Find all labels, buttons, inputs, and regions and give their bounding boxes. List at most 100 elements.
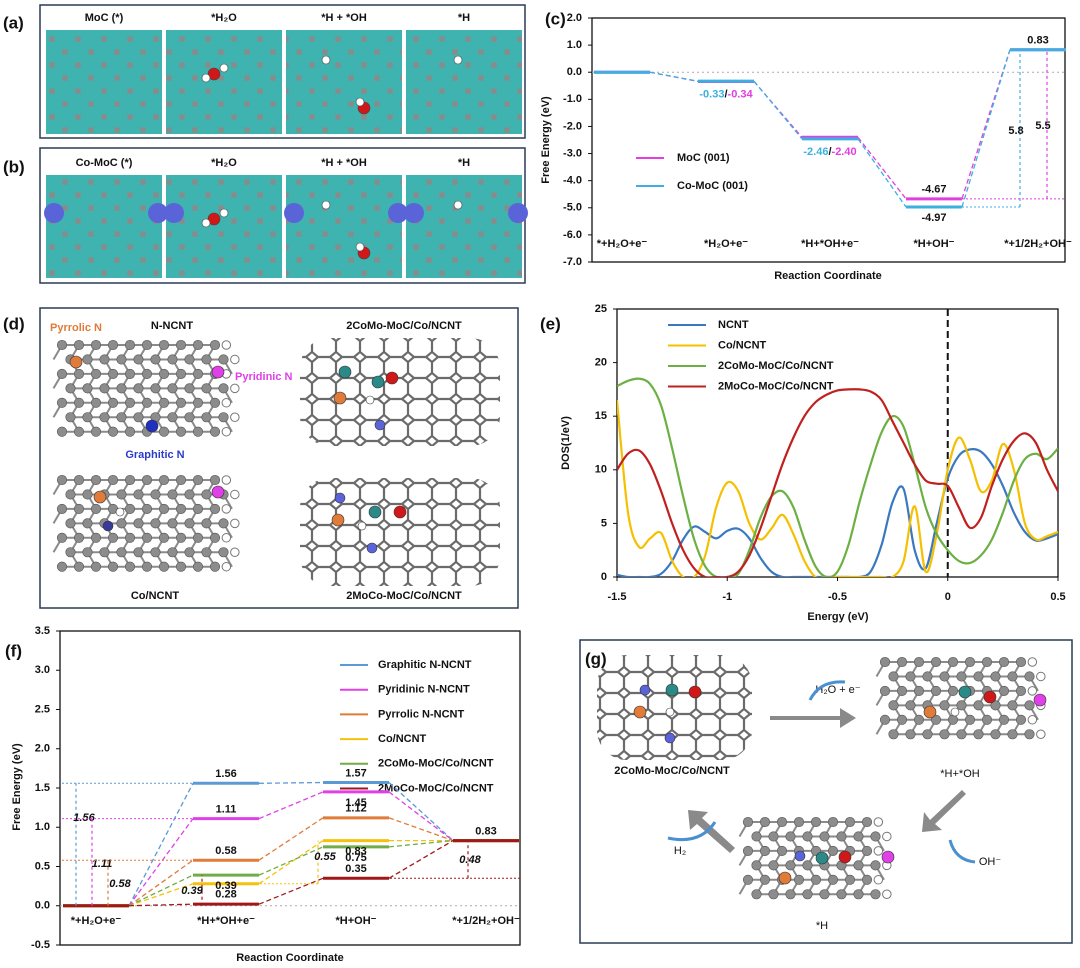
atom — [218, 518, 229, 529]
atom — [65, 489, 76, 500]
x-tick-label: -0.5 — [828, 591, 847, 603]
image-caption: MoC (*) — [85, 12, 124, 24]
framework — [597, 655, 752, 760]
atom — [150, 518, 161, 529]
atom — [793, 816, 805, 828]
adsorbate-atom — [321, 200, 331, 210]
special-atom — [69, 355, 83, 369]
atom — [209, 474, 221, 486]
co-atom — [44, 203, 64, 223]
atom — [141, 368, 153, 379]
special-atom — [664, 732, 676, 744]
state-label: *H+*OH — [940, 768, 979, 780]
x-tick-label: 0.5 — [1050, 591, 1065, 603]
atom — [751, 889, 762, 900]
atom — [73, 532, 85, 543]
value-label: 1.11 — [216, 804, 237, 816]
atom — [175, 397, 187, 408]
h-atom — [230, 547, 240, 557]
label-separator: / — [828, 146, 831, 158]
atom — [844, 816, 856, 828]
atom — [192, 339, 204, 351]
atom — [913, 685, 925, 696]
atom — [184, 412, 195, 423]
connector — [128, 903, 194, 907]
atom — [853, 860, 864, 871]
atom — [810, 874, 822, 885]
atom — [158, 503, 170, 514]
surface-image — [286, 30, 402, 134]
atom — [116, 518, 127, 529]
atom — [82, 383, 93, 394]
atom — [751, 831, 762, 842]
atom — [65, 518, 76, 529]
atom — [141, 561, 153, 572]
h-atom — [221, 398, 232, 408]
surface-image — [166, 30, 282, 134]
legend-label: 2MoCo-MoC/Co/NCNT — [718, 380, 834, 392]
atom — [184, 518, 195, 529]
h-atom — [230, 489, 240, 500]
y-tick-label: 2.0 — [35, 743, 50, 755]
image-caption: *H — [458, 157, 470, 169]
special-atom — [950, 707, 960, 717]
atom — [73, 561, 85, 572]
x-tick-label: 0 — [945, 591, 951, 603]
atom — [201, 412, 212, 423]
atom — [768, 889, 779, 900]
atom — [209, 561, 221, 572]
atom — [141, 339, 153, 351]
y-tick-label: -1.0 — [563, 93, 582, 105]
atom — [56, 368, 68, 379]
atom — [819, 889, 830, 900]
atom — [133, 518, 144, 529]
adsorbate-atom — [355, 97, 365, 107]
x-tick-label: *H+*OH+e⁻ — [801, 238, 859, 250]
legend-label: NCNT — [718, 319, 749, 331]
y-tick-label: 1.5 — [35, 782, 50, 794]
panel-label: (c) — [545, 9, 566, 28]
special-atom — [794, 850, 806, 862]
special-atom — [778, 871, 792, 885]
atom — [124, 532, 136, 543]
value-label: 1.57 — [345, 767, 366, 779]
atom — [124, 561, 136, 572]
legend-label: 2MoCo-MoC/Co/NCNT — [378, 782, 494, 794]
atom — [116, 354, 127, 365]
h-atom — [1027, 657, 1038, 667]
atom — [73, 397, 85, 408]
adsorbate-atom — [207, 67, 221, 81]
atom — [184, 354, 195, 365]
special-atom — [145, 419, 159, 433]
atom — [65, 412, 76, 423]
y-tick-label: -5.0 — [563, 202, 582, 214]
atom — [990, 700, 1001, 711]
special-atom — [393, 505, 407, 519]
dos-line — [617, 400, 1058, 577]
value-label: 1.12 — [345, 803, 366, 815]
atom — [82, 489, 93, 500]
atom — [192, 561, 204, 572]
atom — [861, 845, 873, 856]
atom — [981, 714, 993, 725]
atom — [218, 354, 229, 365]
atom — [56, 503, 68, 514]
atom — [90, 426, 102, 437]
adsorbate-atom — [207, 212, 221, 226]
step-label: H₂O + e⁻ — [815, 684, 860, 696]
atom — [82, 518, 93, 529]
atom — [184, 547, 195, 558]
image-caption: *H₂O — [211, 12, 237, 24]
plot-frame — [591, 17, 1066, 263]
connector — [388, 782, 454, 842]
x-tick-label: *H+OH⁻ — [336, 915, 377, 927]
y-tick-label: -0.5 — [31, 939, 50, 951]
atom — [124, 503, 136, 514]
connector — [258, 840, 324, 885]
special-atom — [1033, 693, 1047, 707]
atom — [82, 547, 93, 558]
surface-image — [406, 30, 522, 134]
atom — [90, 532, 102, 543]
atom — [759, 845, 771, 856]
h-atom — [882, 889, 892, 899]
